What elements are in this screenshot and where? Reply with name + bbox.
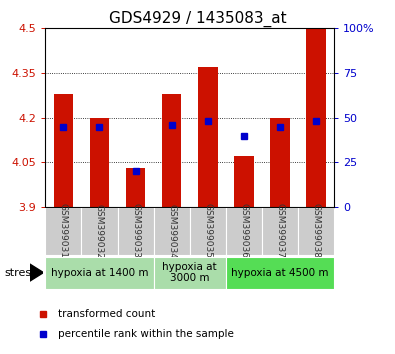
Text: transformed count: transformed count: [58, 309, 156, 319]
Text: stress: stress: [4, 268, 37, 278]
Bar: [81, 207, 118, 255]
Bar: [126, 169, 145, 207]
Bar: [261, 207, 298, 255]
Bar: [190, 207, 226, 255]
Text: GSM399038: GSM399038: [311, 204, 320, 258]
Bar: [154, 207, 190, 255]
Bar: [45, 257, 154, 289]
Text: GSM399035: GSM399035: [203, 204, 212, 258]
Text: hypoxia at
3000 m: hypoxia at 3000 m: [162, 262, 217, 284]
Text: hypoxia at 1400 m: hypoxia at 1400 m: [51, 268, 148, 278]
Bar: [270, 118, 290, 207]
Bar: [54, 94, 73, 207]
Bar: [154, 257, 226, 289]
Text: GSM399031: GSM399031: [59, 204, 68, 258]
Text: GSM399036: GSM399036: [239, 204, 248, 258]
Polygon shape: [30, 264, 43, 281]
Text: GDS4929 / 1435083_at: GDS4929 / 1435083_at: [109, 11, 286, 27]
Bar: [234, 156, 254, 207]
Bar: [298, 207, 334, 255]
Text: GSM399033: GSM399033: [131, 204, 140, 258]
Text: GSM399034: GSM399034: [167, 204, 176, 258]
Text: GSM399037: GSM399037: [275, 204, 284, 258]
Bar: [226, 257, 334, 289]
Text: hypoxia at 4500 m: hypoxia at 4500 m: [231, 268, 329, 278]
Bar: [118, 207, 154, 255]
Bar: [45, 207, 81, 255]
Bar: [306, 28, 325, 207]
Bar: [226, 207, 261, 255]
Bar: [90, 118, 109, 207]
Text: GSM399032: GSM399032: [95, 204, 104, 258]
Bar: [198, 67, 218, 207]
Text: percentile rank within the sample: percentile rank within the sample: [58, 329, 234, 339]
Bar: [162, 94, 181, 207]
